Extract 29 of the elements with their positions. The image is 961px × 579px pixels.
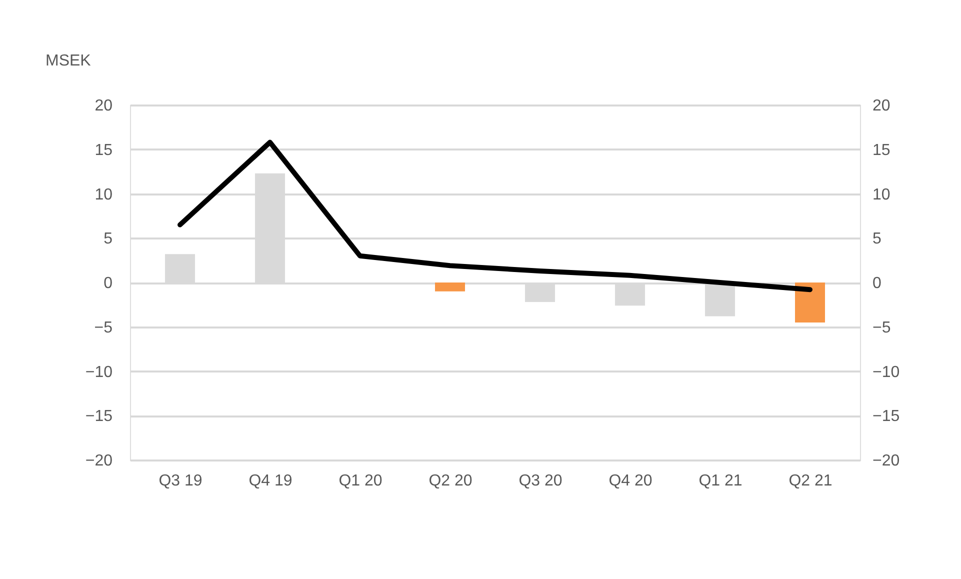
- y2-tick-label: −15: [872, 408, 900, 426]
- y2-tick-label: 20: [872, 98, 890, 114]
- y-tick-label: −15: [85, 408, 113, 426]
- x-tick-label: Q2 21: [788, 472, 832, 490]
- y-tick-label: 15: [94, 142, 113, 159]
- y-tick-label: 20: [94, 98, 113, 114]
- x-tick-label: Q4 20: [608, 472, 652, 490]
- y-axis-title: MSEK: [46, 52, 92, 70]
- y2-tick-label: 10: [872, 186, 890, 204]
- y2-tick-label: 15: [872, 142, 890, 159]
- x-tick-label: Q4 19: [248, 472, 292, 490]
- y-tick-label: −20: [85, 452, 113, 470]
- x-tick-label: Q1 21: [698, 472, 742, 490]
- x-tick-label: Q1 20: [338, 472, 382, 490]
- y-tick-label: 5: [104, 230, 113, 248]
- y-tick-label: 0: [104, 275, 113, 292]
- y2-tick-label: −5: [872, 319, 891, 336]
- y2-tick-label: 5: [872, 230, 882, 248]
- x-tick-label: Q3 19: [158, 472, 202, 490]
- x-tick-label: Q3 20: [518, 472, 562, 490]
- y-tick-label: −5: [94, 319, 113, 336]
- x-tick-label: Q2 20: [428, 472, 472, 490]
- y2-tick-label: −10: [872, 364, 900, 381]
- y2-tick-label: −20: [872, 452, 900, 470]
- y-tick-label: −10: [85, 364, 113, 381]
- bar: [435, 282, 465, 292]
- y-tick-label: 10: [94, 186, 113, 204]
- y2-tick-label: 0: [872, 275, 882, 292]
- bar: [795, 282, 825, 322]
